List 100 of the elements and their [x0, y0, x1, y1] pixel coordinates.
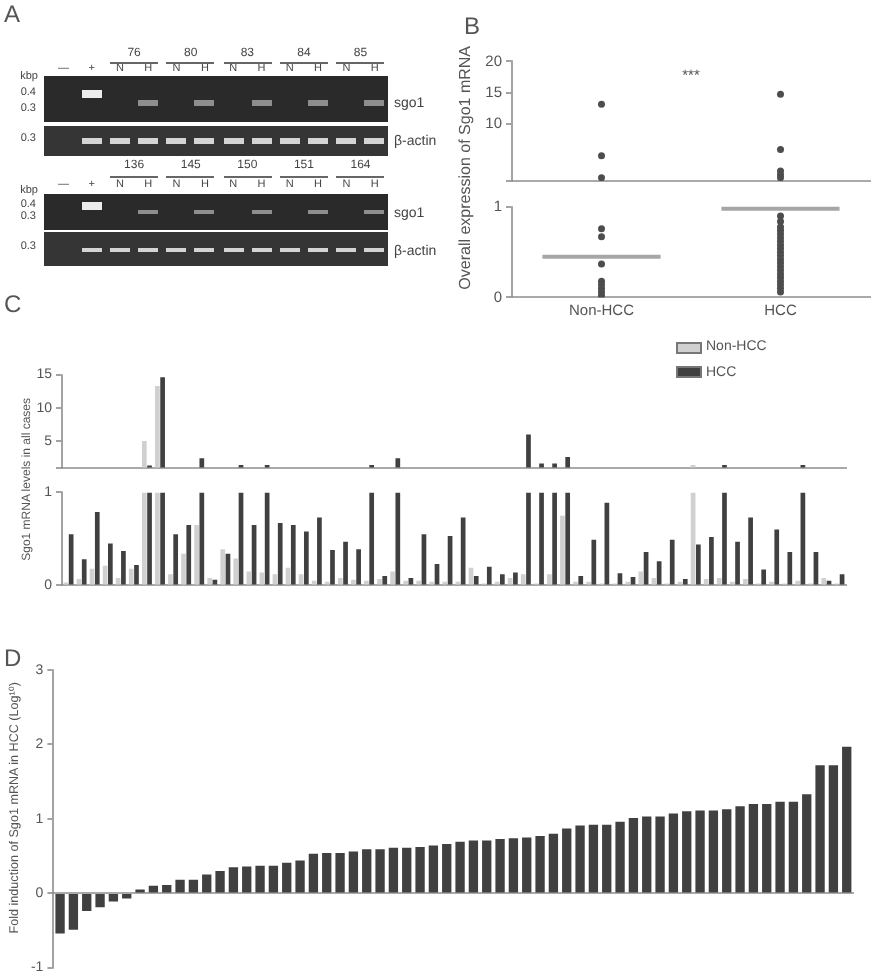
bar [220, 549, 226, 585]
bar [215, 870, 225, 893]
bar [337, 577, 343, 585]
bar [802, 794, 812, 893]
bar [455, 841, 465, 893]
bar [682, 578, 688, 585]
bar [482, 840, 492, 893]
bar [147, 492, 152, 585]
chart-title: C [4, 290, 22, 318]
bar [298, 574, 304, 585]
bar [348, 851, 359, 893]
bar [108, 543, 113, 585]
bar [134, 564, 139, 585]
bar [468, 840, 479, 893]
bar [390, 571, 395, 585]
bar [282, 862, 292, 893]
bar [415, 847, 425, 893]
bar [259, 572, 265, 585]
bar [547, 574, 552, 585]
bar [539, 492, 544, 585]
bar [194, 524, 199, 585]
bar [382, 576, 388, 585]
bar [160, 492, 165, 585]
bar [228, 867, 239, 893]
bar [588, 824, 599, 893]
bar [233, 558, 239, 585]
bar [81, 559, 87, 585]
bar [356, 549, 361, 585]
bar [815, 765, 825, 893]
bar [375, 849, 385, 893]
bar [535, 835, 545, 893]
bar [308, 853, 319, 893]
bar [743, 578, 748, 585]
bar [548, 833, 559, 893]
bar [395, 492, 401, 585]
bar [703, 578, 709, 585]
bar [343, 541, 348, 585]
bar [591, 539, 597, 585]
bar [55, 894, 65, 934]
bar [199, 492, 205, 585]
bar [617, 573, 623, 585]
bar [442, 844, 452, 893]
bar [242, 866, 252, 893]
bar [695, 810, 705, 893]
bar [709, 537, 714, 585]
bar [682, 811, 692, 893]
bar [828, 765, 839, 893]
bar [774, 529, 780, 585]
bar [560, 515, 565, 585]
bar [268, 865, 279, 893]
bar [495, 838, 505, 893]
bar [95, 894, 105, 908]
bar [322, 853, 332, 893]
bar [141, 492, 147, 585]
bar [408, 577, 414, 585]
bar [82, 894, 92, 912]
bar [748, 803, 759, 893]
bar [787, 551, 793, 585]
bar [668, 813, 679, 893]
bar [500, 574, 505, 585]
bar [722, 809, 732, 893]
bar [128, 568, 134, 585]
bar [168, 574, 173, 585]
bar [520, 574, 526, 585]
bar [508, 838, 519, 893]
bar [716, 577, 722, 585]
bar [708, 810, 719, 893]
bar [277, 523, 283, 585]
chart-title: B [464, 12, 481, 40]
bar [602, 824, 612, 893]
bar [181, 553, 186, 585]
bar [290, 524, 296, 585]
bar [821, 577, 827, 585]
bar [186, 524, 192, 585]
bar [162, 885, 172, 893]
bar [255, 865, 265, 893]
bar [377, 578, 382, 585]
bar [788, 801, 799, 893]
bar [696, 544, 701, 585]
bar [839, 574, 845, 585]
text: A [4, 0, 21, 28]
bar [402, 847, 412, 893]
bar [428, 845, 439, 893]
bar [578, 576, 584, 585]
bar [522, 837, 532, 893]
bar [775, 801, 785, 893]
bar [207, 577, 213, 585]
bar [173, 534, 179, 585]
bar [121, 550, 126, 585]
bar [68, 894, 79, 930]
bar [575, 825, 585, 893]
bar [304, 531, 309, 585]
bar [202, 874, 212, 893]
bar [473, 576, 479, 585]
bar [762, 803, 772, 893]
bar [175, 879, 185, 893]
bar [722, 492, 727, 585]
bar [272, 574, 278, 585]
bar [513, 572, 518, 585]
bar [651, 577, 657, 585]
